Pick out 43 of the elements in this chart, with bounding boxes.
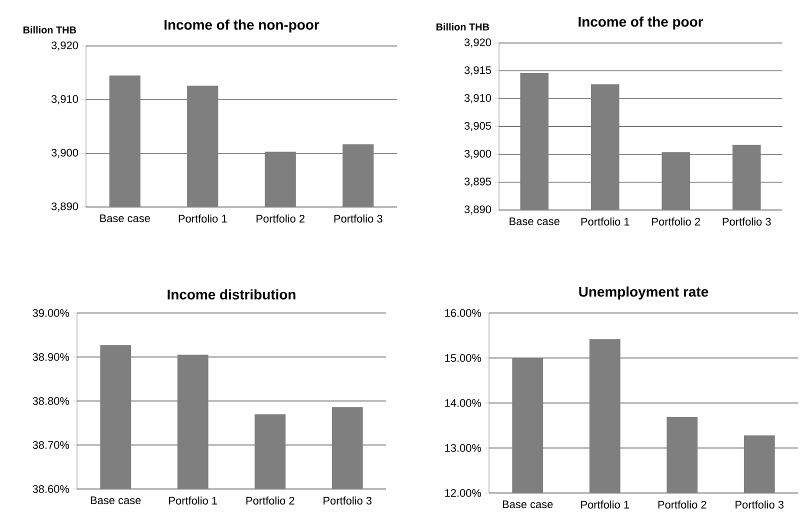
- y-tick-label: 3,910: [51, 95, 78, 104]
- y-axis-title: Billion THB: [436, 23, 490, 30]
- x-tick-label: Portfolio 3: [722, 218, 771, 226]
- y-tick-label: 38.80%: [32, 397, 70, 405]
- chart-title: Income of the non-poor: [164, 19, 320, 32]
- y-tick-label: 3,905: [464, 122, 492, 132]
- y-tick-label: 38.90%: [32, 353, 70, 361]
- chart-title: Unemployment rate: [579, 286, 708, 300]
- x-tick-label: Portfolio 2: [256, 214, 304, 223]
- y-tick-label: 12.00%: [445, 489, 482, 497]
- y-tick-label: 3,915: [464, 66, 492, 76]
- y-tick-label: 39.00%: [32, 309, 70, 317]
- y-tick-label: 3,910: [464, 94, 492, 104]
- y-tick-label: 14.00%: [445, 399, 482, 407]
- y-axis-title: Billion THB: [23, 26, 76, 34]
- y-tick-label: 3,895: [464, 178, 492, 187]
- x-tick-label: Base case: [502, 500, 553, 508]
- y-tick-label: 16.00%: [445, 309, 482, 317]
- x-tick-label: Portfolio 3: [736, 500, 784, 509]
- x-tick-label: Base case: [510, 218, 560, 226]
- y-tick-label: 15.00%: [445, 354, 482, 362]
- y-tick-label: 3,900: [51, 148, 78, 158]
- y-tick-label: 3,890: [51, 202, 78, 212]
- y-tick-label: 3,920: [464, 38, 492, 48]
- y-tick-label: 3,900: [464, 150, 492, 159]
- y-tick-label: 13.00%: [445, 444, 482, 452]
- x-tick-label: Portfolio 3: [324, 496, 372, 505]
- y-tick-label: 38.70%: [32, 441, 70, 449]
- x-tick-label: Base case: [90, 496, 141, 504]
- chart-title: Income of the poor: [578, 16, 704, 30]
- x-tick-label: Portfolio 2: [658, 500, 706, 509]
- x-tick-label: Portfolio 2: [652, 218, 700, 226]
- x-tick-label: Portfolio 1: [581, 500, 630, 509]
- y-tick-label: 38.60%: [32, 485, 70, 493]
- y-tick-label: 3,920: [51, 41, 78, 51]
- x-tick-label: Portfolio 1: [169, 496, 217, 505]
- x-tick-label: Portfolio 2: [246, 496, 294, 505]
- x-tick-label: Base case: [100, 214, 150, 222]
- y-tick-label: 3,890: [464, 205, 492, 215]
- x-tick-label: Portfolio 1: [178, 214, 227, 223]
- x-tick-label: Portfolio 3: [334, 214, 382, 223]
- chart-title: Income distribution: [168, 289, 296, 300]
- x-tick-label: Portfolio 1: [581, 218, 630, 226]
